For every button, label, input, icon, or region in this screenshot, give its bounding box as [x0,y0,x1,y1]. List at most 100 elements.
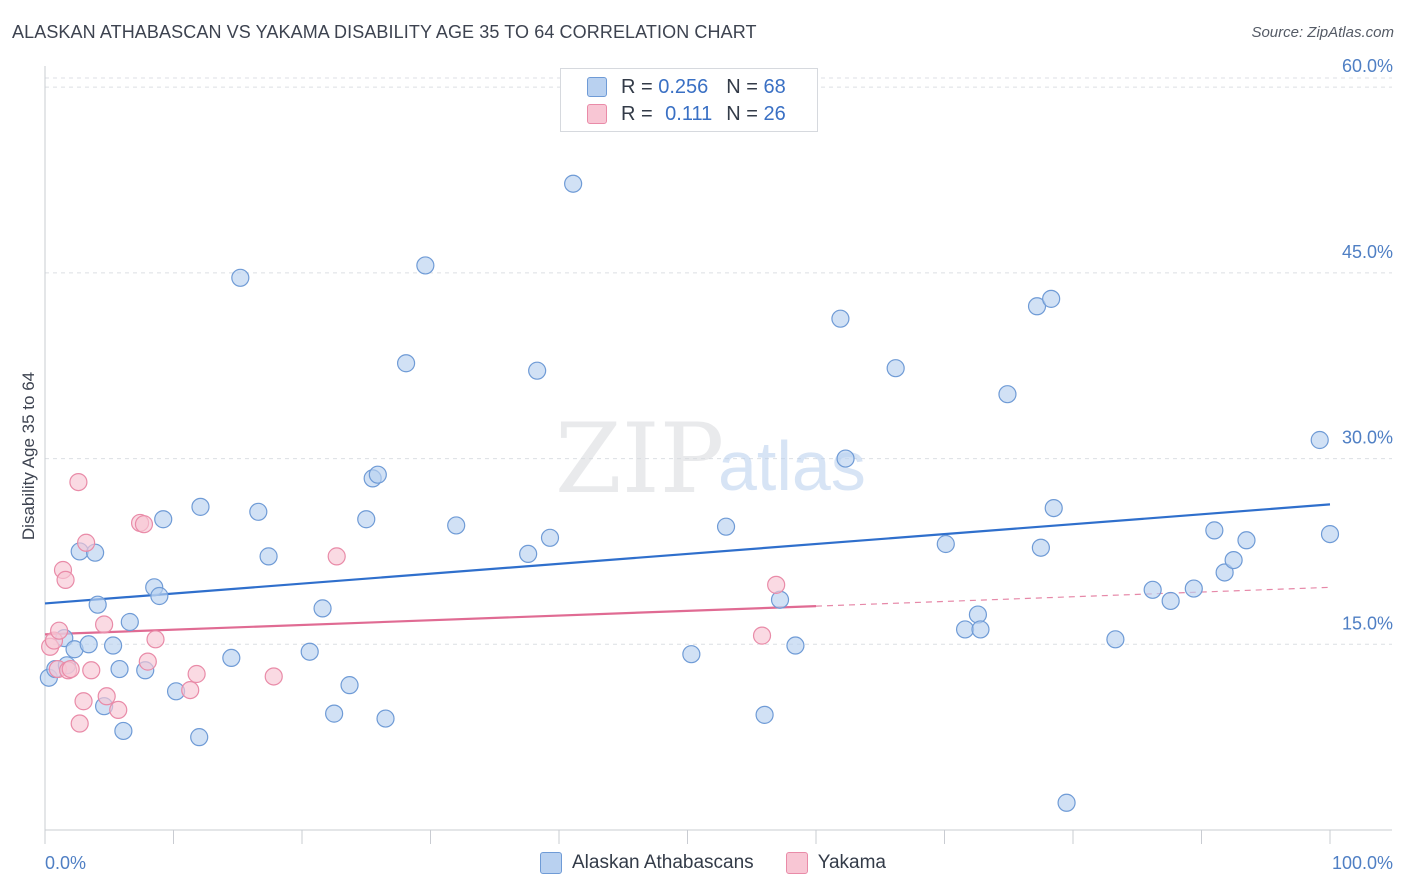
legend-row-blue: R = 0.256 N = 68 [587,75,786,99]
trend-lines [44,503,1331,636]
point-alaskan [88,595,107,614]
point-alaskan [110,659,129,679]
point-yakama [74,692,93,711]
point-yakama [181,680,200,700]
n-label: N = [726,75,758,98]
point-alaskan [831,309,850,328]
point-alaskan [1057,793,1076,812]
point-alaskan [519,544,538,564]
point-alaskan [755,705,774,724]
point-alaskan [1106,630,1125,649]
point-yakama [82,661,101,680]
point-alaskan [190,728,209,747]
point-yakama [50,621,69,640]
point-alaskan [886,359,905,378]
point-alaskan [564,174,583,193]
chart-title: ALASKAN ATHABASCAN VS YAKAMA DISABILITY … [12,22,757,42]
legend-row-pink: R = 0.111 N = 26 [587,102,786,126]
point-alaskan [968,605,988,624]
tick-labels: 15.0% 30.0% 45.0% 60.0% 0.0% 100.0% [45,56,1393,873]
point-yakama [70,714,89,733]
x-tick-label: 100.0% [1332,853,1393,873]
blue-swatch-icon [587,77,607,97]
r-label: R = [621,75,653,98]
r-value: 0.111 [665,102,713,125]
point-yakama [264,667,283,686]
r-value: 0.256 [658,75,709,98]
y-tick-label: 30.0% [1342,428,1393,448]
point-alaskan [249,502,268,521]
point-alaskan [340,676,359,695]
point-alaskan [396,354,416,373]
legend-item-alaskan: Alaskan Athabascans [540,852,754,874]
point-yakama [138,652,157,671]
pink-swatch-icon [587,104,607,124]
point-alaskan [1237,531,1256,550]
point-alaskan [971,620,990,639]
x-tick-label: 0.0% [45,853,86,873]
point-alaskan [936,534,955,554]
r-label: R = [621,102,653,125]
point-alaskan [114,721,133,741]
trend-line-yakama [44,605,817,636]
y-tick-label: 15.0% [1342,613,1393,633]
point-alaskan [416,256,435,275]
point-alaskan [540,528,560,547]
gridlines [45,77,1392,645]
point-yakama [187,664,206,684]
point-yakama [752,626,772,645]
point-yakama [97,687,116,706]
point-alaskan [955,620,975,639]
point-alaskan [104,636,123,655]
point-alaskan [1224,550,1243,570]
point-alaskan [1320,524,1340,544]
legend-label-yakama: Yakama [817,852,886,873]
point-alaskan [716,517,736,536]
trend-line-alaskan [44,503,1331,605]
point-alaskan [368,465,387,484]
source-label: Source: ZipAtlas.com [1251,24,1394,41]
point-alaskan [998,385,1017,404]
y-tick-label: 60.0% [1342,56,1393,76]
point-alaskan [1215,563,1234,582]
point-alaskan [313,599,332,618]
point-alaskan [1031,538,1050,557]
point-alaskan [447,516,466,535]
point-alaskan [259,547,278,566]
axes [44,66,1392,844]
blue-swatch-icon [540,852,562,874]
point-alaskan [325,704,344,723]
point-alaskan [1161,591,1180,611]
point-alaskan [154,510,173,529]
point-alaskan [120,612,139,632]
point-alaskan [1044,498,1063,518]
point-alaskan [1143,580,1162,599]
point-yakama [327,547,346,566]
point-alaskan [191,497,210,516]
n-value: 26 [763,102,786,125]
point-yakama [77,533,96,552]
point-alaskan [150,586,169,606]
point-alaskan [222,648,241,668]
point-alaskan [376,709,395,728]
point-alaskan [1027,297,1047,316]
point-alaskan [770,590,790,609]
n-value: 68 [763,75,786,98]
point-alaskan [786,636,805,655]
point-yakama [109,700,128,720]
point-yakama [95,615,114,634]
point-alaskan [79,635,98,654]
zipatlas-watermark: ZIP atlas [555,403,866,515]
pink-swatch-icon [785,852,808,874]
point-alaskan [1184,579,1203,598]
point-yakama [134,515,154,534]
watermark-zip: ZIP [555,403,724,515]
y-axis-label: Disability Age 35 to 64 [19,372,38,540]
legend-label-alaskan: Alaskan Athabascans [572,852,754,873]
point-yakama [69,472,88,492]
data-points [39,174,1340,812]
point-alaskan [836,449,855,468]
point-yakama [61,659,80,679]
y-tick-label: 45.0% [1342,242,1393,262]
